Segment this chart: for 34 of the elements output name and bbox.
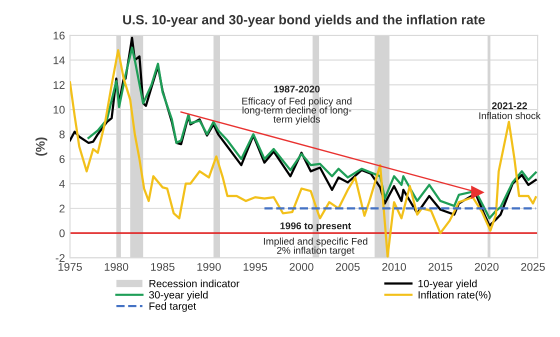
y-axis-title: (%) <box>36 137 48 156</box>
legend-label: 30-year yield <box>149 290 208 301</box>
y-tick-label: 4 <box>59 180 65 188</box>
y-tick-label: 8 <box>59 130 65 138</box>
x-tick-label: 1985 <box>151 262 174 271</box>
legend-label: Recession indicator <box>150 280 240 288</box>
legend-label: 10-year yield <box>418 280 477 290</box>
x-tick-label: 2010 <box>382 262 406 271</box>
y-tick-label: 14 <box>54 56 65 64</box>
y-tick-label: 2 <box>60 204 65 212</box>
x-tick-label: 2025 <box>521 262 545 271</box>
annotation: 2021-22 <box>492 102 527 110</box>
y-tick-label: -2 <box>56 254 65 262</box>
y-tick-label: 10 <box>54 106 65 114</box>
y-tick-label: 12 <box>54 81 65 89</box>
annotation: Inflation shock <box>479 112 541 120</box>
annotation: Implied and specific Fed 2% inflation target <box>264 238 368 256</box>
y-tick-label: 0 <box>59 229 65 238</box>
y-tick-label: 6 <box>60 155 65 164</box>
x-tick-label: 2005 <box>336 262 360 271</box>
x-tick-label: 1980 <box>104 262 128 271</box>
x-tick-label: 1990 <box>197 262 221 271</box>
x-tick-label: 1975 <box>58 262 82 271</box>
legend-label: Inflation rate(%) <box>418 290 491 301</box>
x-tick-label: 2000 <box>290 262 314 271</box>
x-tick-label: 1995 <box>244 262 268 271</box>
x-tick-label: 2015 <box>428 262 452 271</box>
annotation: Efficacy of Fed policy and long-term decline of long- term yields <box>242 97 352 125</box>
chart-title: U.S. 10-year and 30-year bond yields and the inflation rate <box>123 14 485 28</box>
x-tick-label: 2020 <box>474 262 499 271</box>
annotation: 1996 to present <box>280 222 352 232</box>
y-tick-label: 16 <box>54 32 65 40</box>
annotation: 1987-2020 <box>274 86 320 92</box>
legend-label: Fed target <box>150 302 196 312</box>
